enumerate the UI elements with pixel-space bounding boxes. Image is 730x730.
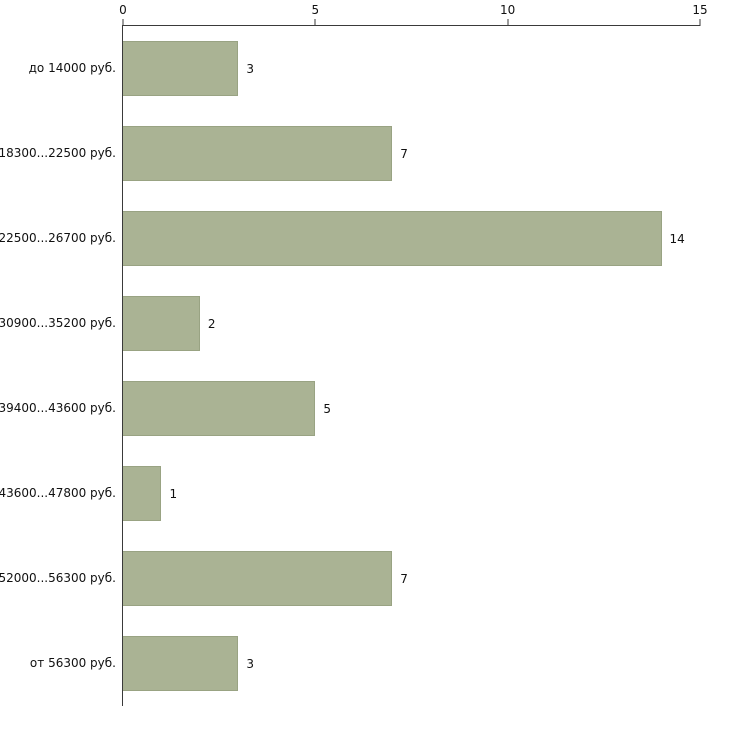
value-label: 14	[669, 231, 685, 246]
category-label: от 56300 руб.	[29, 656, 116, 671]
value-label: 3	[246, 61, 255, 76]
value-label: 1	[169, 486, 178, 501]
chart-row: 7	[123, 111, 700, 196]
value-label: 7	[400, 146, 408, 161]
x-tick-mark	[314, 19, 316, 26]
chart-row: 1	[123, 451, 700, 536]
chart-row: 7	[123, 536, 700, 621]
bar	[123, 296, 200, 351]
value-label: 5	[323, 401, 331, 416]
category-label: 30900...35200 руб.	[0, 315, 116, 330]
x-tick-label: 10	[500, 3, 516, 17]
chart-row: 2	[123, 281, 700, 366]
x-tick-label: 15	[692, 3, 708, 17]
category-label: 18300...22500 руб.	[0, 145, 116, 160]
x-tick-label: 5	[311, 3, 320, 17]
category-label: до 14000 руб.	[28, 60, 116, 75]
plot-area: 0 5 10 15 3 7 14 2 5 1 7 3	[119, 3, 708, 706]
x-tick-mark	[699, 19, 701, 26]
y-axis-category-labels: до 14000 руб. 18300...22500 руб. 22500...2…	[0, 25, 116, 706]
category-label: 43600...47800 руб.	[0, 486, 116, 501]
chart-row: 5	[123, 366, 700, 451]
category-label: 52000...56300 руб.	[0, 571, 116, 586]
chart-rows: 3 7 14 2 5 1 7 3	[123, 26, 700, 706]
bar	[123, 211, 662, 266]
x-tick-label: 0	[119, 3, 127, 17]
bar	[123, 466, 162, 521]
bar	[123, 551, 393, 606]
value-label: 7	[400, 571, 408, 586]
value-label: 3	[246, 656, 255, 671]
bar	[123, 41, 239, 96]
category-label: 39400...43600 руб.	[0, 401, 116, 416]
value-label: 2	[207, 316, 216, 331]
chart-row: 3	[123, 26, 700, 111]
bar	[123, 126, 393, 181]
bar	[123, 381, 316, 436]
chart-row: 14	[123, 196, 700, 281]
x-tick-mark	[507, 19, 509, 26]
x-tick-mark	[122, 19, 124, 26]
bar	[123, 636, 239, 691]
chart-row: 3	[123, 621, 700, 706]
category-label: 22500...26700 руб.	[0, 230, 116, 245]
